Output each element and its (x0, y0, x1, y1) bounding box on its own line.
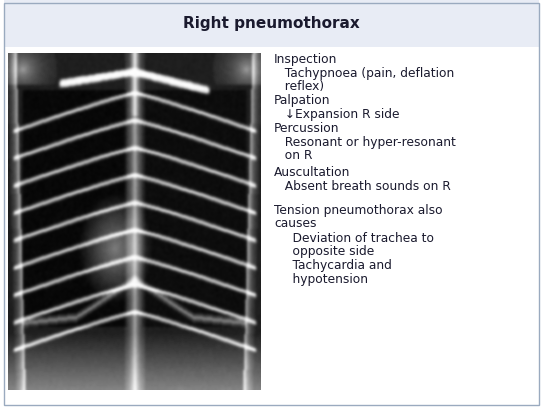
Text: Resonant or hyper-resonant: Resonant or hyper-resonant (277, 136, 456, 149)
Text: on R: on R (277, 149, 312, 162)
Text: Palpation: Palpation (274, 94, 331, 107)
Text: Right pneumothorax: Right pneumothorax (183, 16, 360, 31)
Text: Auscultation: Auscultation (274, 166, 351, 180)
Text: Deviation of trachea to: Deviation of trachea to (277, 232, 434, 245)
FancyBboxPatch shape (4, 0, 539, 47)
Text: Tachypnoea (pain, deflation: Tachypnoea (pain, deflation (277, 67, 454, 80)
Text: Absent breath sounds on R: Absent breath sounds on R (277, 180, 451, 193)
Text: Inspection: Inspection (274, 53, 338, 66)
Text: Percussion: Percussion (274, 122, 340, 135)
Text: causes: causes (274, 217, 317, 230)
Text: reflex): reflex) (277, 80, 324, 93)
Text: Tension pneumothorax also: Tension pneumothorax also (274, 204, 443, 217)
Text: ↓Expansion R side: ↓Expansion R side (277, 108, 400, 121)
Text: opposite side: opposite side (277, 245, 374, 258)
Text: Tachycardia and: Tachycardia and (277, 259, 392, 273)
Text: hypotension: hypotension (277, 273, 368, 286)
